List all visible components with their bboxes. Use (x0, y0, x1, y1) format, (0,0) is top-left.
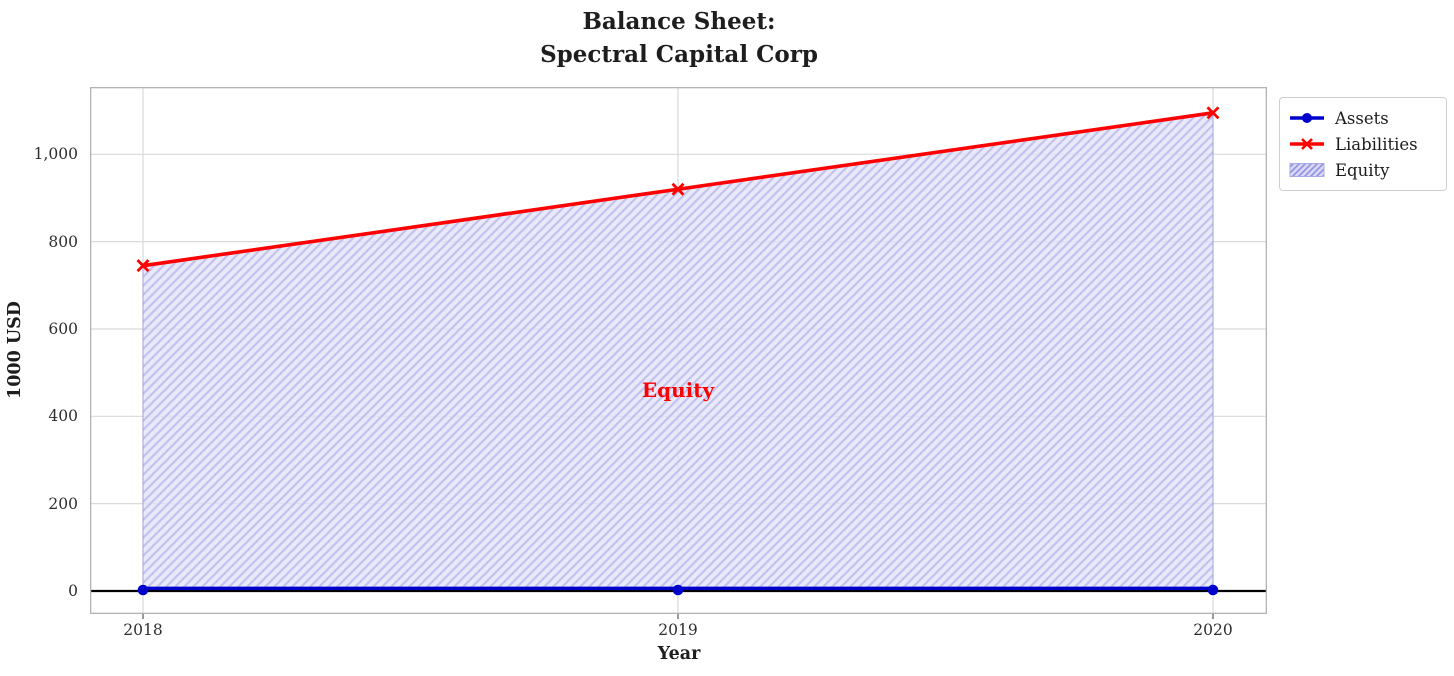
legend-label: Liabilities (1335, 134, 1418, 154)
chart-title: Balance Sheet: Spectral Capital Corp (540, 5, 818, 71)
legend-label: Assets (1335, 108, 1389, 128)
plot-canvas (90, 87, 1267, 614)
legend: Assets Liabilities Equity (1279, 97, 1447, 191)
line-circle-icon (1290, 113, 1324, 123)
x-tick-mark (1212, 614, 1214, 619)
x-tick-label: 2020 (1193, 621, 1233, 639)
chart-title-line1: Balance Sheet: (582, 8, 776, 35)
y-tick-label: 200 (48, 494, 78, 513)
legend-item-assets: Assets (1289, 105, 1437, 131)
legend-item-equity: Equity (1289, 157, 1437, 183)
y-tick-label: 0 (68, 582, 78, 600)
x-axis-label: Year (657, 644, 701, 664)
plot-area: Equity (90, 87, 1267, 614)
equity-annotation: Equity (641, 378, 715, 403)
legend-label: Equity (1335, 160, 1390, 180)
y-tick-label: 1,000 (33, 145, 78, 164)
x-tick-mark (677, 614, 679, 619)
x-tick-label: 2018 (123, 621, 163, 639)
y-tick-label: 800 (48, 232, 78, 251)
y-tick-label: 600 (48, 319, 78, 338)
hatch-patch-icon (1289, 163, 1325, 177)
x-tick-label: 2019 (658, 621, 698, 639)
chart-title-line2: Spectral Capital Corp (540, 41, 818, 68)
legend-item-liabilities: Liabilities (1289, 131, 1437, 157)
x-tick-mark (142, 614, 144, 619)
line-x-icon (1290, 138, 1324, 150)
y-tick-label: 400 (48, 407, 78, 426)
